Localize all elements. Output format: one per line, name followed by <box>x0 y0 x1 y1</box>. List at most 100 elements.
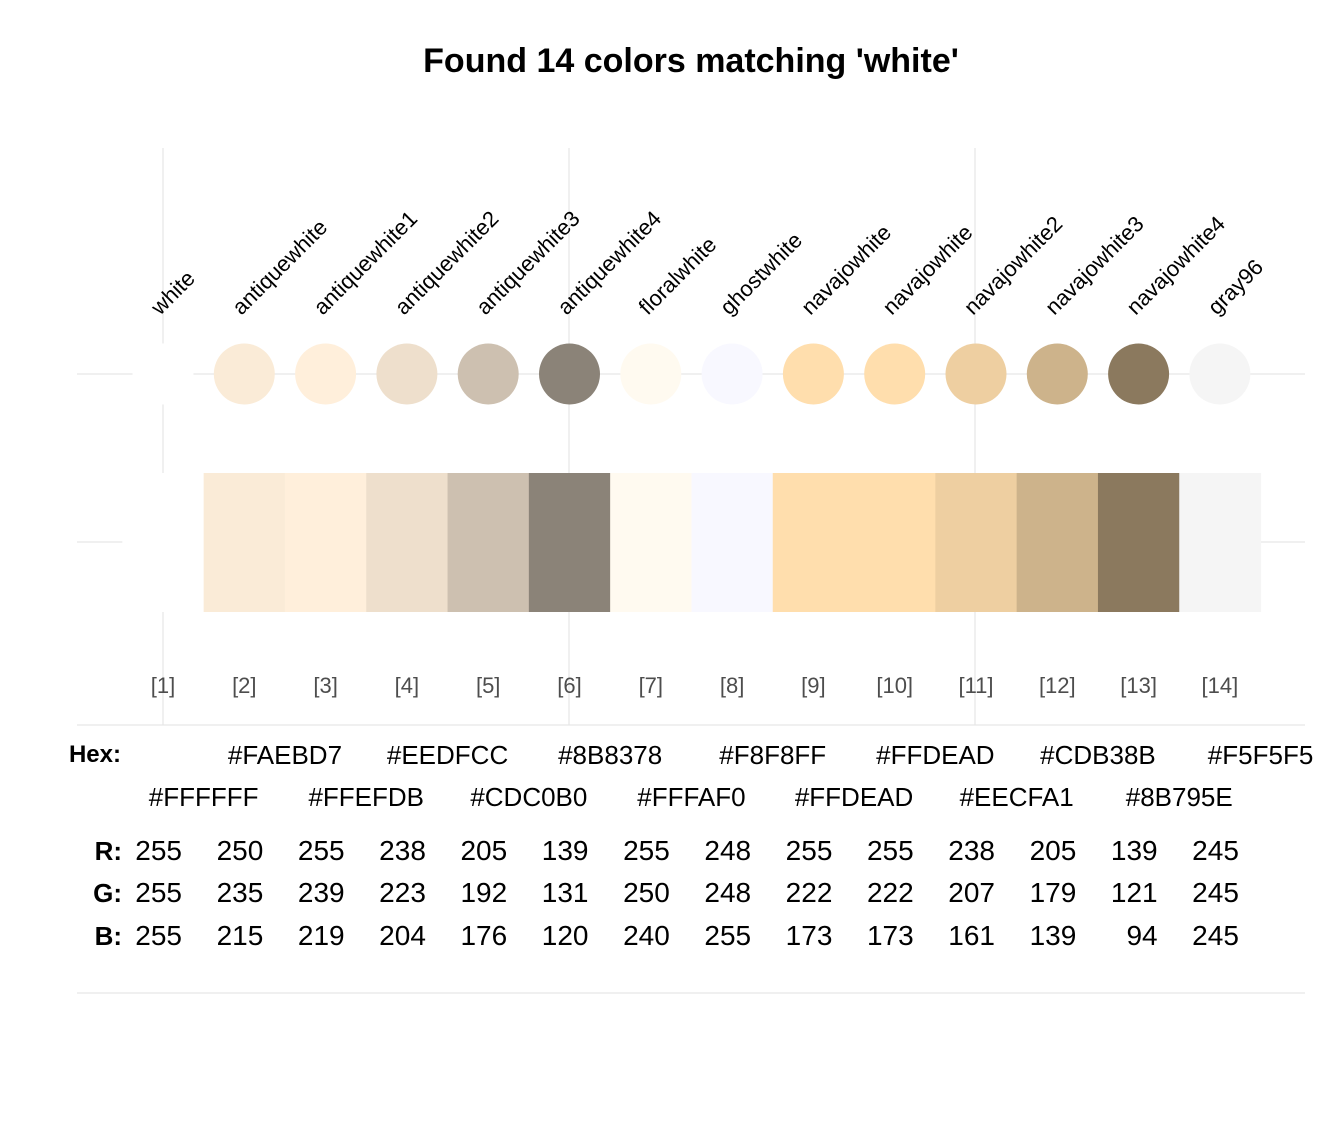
color-circle-7 <box>620 343 682 405</box>
color-name-8: ghostwhite <box>715 227 807 319</box>
color-circle-5 <box>457 343 519 405</box>
hex-value-6: #8B8378 <box>558 740 662 770</box>
hex-value-5: #CDC0B0 <box>470 782 587 812</box>
color-index-1: [1] <box>151 673 175 698</box>
value-g-5: 192 <box>460 877 507 908</box>
rgb-channel-values: 255 255 255 250 235 215 255 239 219 238 223 204 205 1… <box>135 835 1239 951</box>
hex-value-10: #FFDEAD <box>876 740 994 770</box>
color-name-1: white <box>145 266 200 321</box>
color-circle-8 <box>701 343 763 405</box>
color-circle-11 <box>945 343 1007 405</box>
color-bar-12 <box>1016 473 1099 612</box>
color-index-5: [5] <box>476 673 500 698</box>
value-r-8: 248 <box>704 835 751 866</box>
hex-value-2: #FAEBD7 <box>228 740 342 770</box>
color-bar-13 <box>1097 473 1180 612</box>
value-b-3: 219 <box>298 920 345 951</box>
color-bar-6 <box>528 473 611 612</box>
hex-value-3: #FFEFDB <box>308 782 424 812</box>
value-r-11: 238 <box>948 835 995 866</box>
color-bar-10 <box>854 473 936 612</box>
color-index-9: [9] <box>801 673 825 698</box>
value-g-8: 248 <box>704 877 751 908</box>
value-g-13: 121 <box>1111 877 1158 908</box>
color-index-2: [2] <box>232 673 256 698</box>
color-index-14: [14] <box>1202 673 1239 698</box>
color-bars <box>122 473 1262 612</box>
value-b-6: 120 <box>542 920 589 951</box>
value-g-9: 222 <box>786 877 833 908</box>
color-index-12: [12] <box>1039 673 1076 698</box>
color-index-8: [8] <box>720 673 744 698</box>
value-r-5: 205 <box>460 835 507 866</box>
value-r-3: 255 <box>298 835 345 866</box>
color-bar-11 <box>935 473 1018 612</box>
color-circle-2 <box>213 343 275 405</box>
color-index-7: [7] <box>639 673 663 698</box>
value-g-12: 179 <box>1030 877 1077 908</box>
value-g-2: 235 <box>217 877 264 908</box>
hex-row-label: Hex: <box>69 741 121 768</box>
value-b-5: 176 <box>460 920 507 951</box>
value-g-11: 207 <box>948 877 995 908</box>
value-b-13: 94 <box>1126 920 1157 951</box>
value-b-8: 255 <box>704 920 751 951</box>
color-circle-6 <box>539 343 600 405</box>
hex-value-11: #EECFA1 <box>960 782 1074 812</box>
value-r-7: 255 <box>623 835 670 866</box>
rgb-channel-labels: R: G: B: <box>93 836 122 951</box>
hex-value-8: #F8F8FF <box>719 740 826 770</box>
color-circle-9 <box>782 343 844 405</box>
color-circle-14 <box>1189 343 1251 405</box>
hex-value-9: #FFDEAD <box>795 782 913 812</box>
value-g-4: 223 <box>379 877 426 908</box>
hex-values: #FFFFFF #FAEBD7 #FFEFDB #EEDFCC #CDC0B0 #8B83… <box>149 740 1314 812</box>
channel-label-r: R: <box>95 836 122 866</box>
value-r-2: 250 <box>217 835 264 866</box>
value-g-10: 222 <box>867 877 914 908</box>
value-r-9: 255 <box>786 835 833 866</box>
color-bar-5 <box>447 473 530 612</box>
color-circle-3 <box>295 343 357 405</box>
hex-value-13: #8B795E <box>1126 782 1233 812</box>
value-b-9: 173 <box>786 920 833 951</box>
color-circle-12 <box>1026 343 1088 405</box>
value-b-1: 255 <box>135 920 182 951</box>
value-g-14: 245 <box>1192 877 1239 908</box>
value-r-12: 205 <box>1030 835 1077 866</box>
value-b-2: 215 <box>217 920 264 951</box>
value-g-7: 250 <box>623 877 670 908</box>
value-g-1: 255 <box>135 877 182 908</box>
value-b-11: 161 <box>948 920 995 951</box>
color-index-4: [4] <box>395 673 419 698</box>
value-r-14: 245 <box>1192 835 1239 866</box>
color-index-10: [10] <box>876 673 913 698</box>
color-bar-9 <box>772 473 855 612</box>
value-r-13: 139 <box>1111 835 1158 866</box>
color-index-13: [13] <box>1120 673 1157 698</box>
hex-value-4: #EEDFCC <box>387 740 508 770</box>
value-b-14: 245 <box>1192 920 1239 951</box>
channel-label-b: B: <box>95 921 122 951</box>
color-index-11: [11] <box>958 673 993 698</box>
color-name-7: floralwhite <box>634 232 722 320</box>
channel-label-g: G: <box>93 878 122 908</box>
value-b-12: 139 <box>1030 920 1077 951</box>
color-bar-2 <box>203 473 286 612</box>
color-bar-14 <box>1179 473 1262 612</box>
color-name-labels: white antiquewhiteantiquewhite1antiquewhi… <box>145 206 1268 320</box>
value-b-7: 240 <box>623 920 670 951</box>
value-b-10: 173 <box>867 920 914 951</box>
hex-value-1: #FFFFFF <box>149 782 259 812</box>
color-bar-8 <box>691 473 774 612</box>
value-g-6: 131 <box>542 877 589 908</box>
color-circle-4 <box>376 343 438 405</box>
hex-value-14: #F5F5F5 <box>1208 740 1314 770</box>
color-index-6: [6] <box>557 673 581 698</box>
hex-value-7: #FFFAF0 <box>637 782 745 812</box>
color-name-14: gray96 <box>1203 254 1268 319</box>
color-circles <box>132 343 1251 405</box>
value-r-10: 255 <box>867 835 914 866</box>
color-index-labels: [1] [2] [3] [4] [5] [6] [7] [8] [9] [10] [11] [12] [… <box>151 673 1238 698</box>
